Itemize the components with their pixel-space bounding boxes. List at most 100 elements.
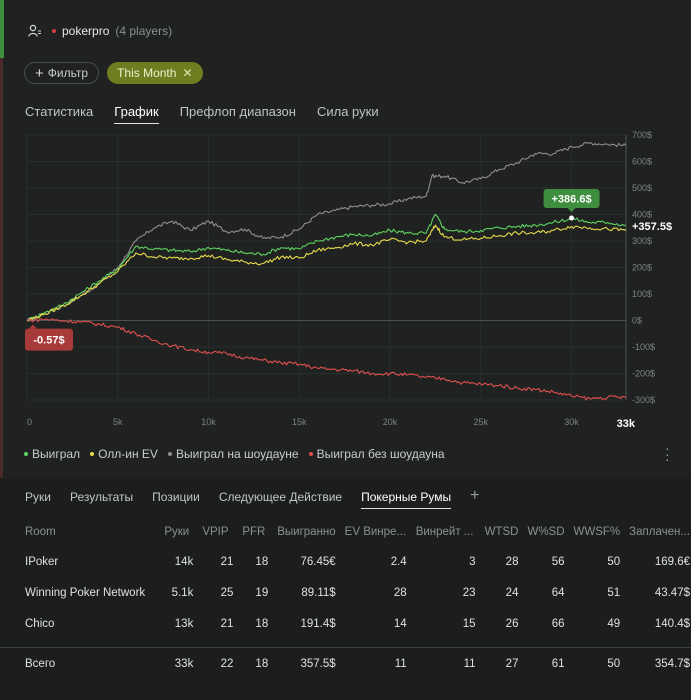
tab-positions[interactable]: Позиции — [152, 490, 200, 504]
col-wsd[interactable]: W%SD — [527, 526, 565, 538]
tab-hand-strength[interactable]: Сила руки — [316, 104, 379, 119]
table-spacer — [0, 639, 691, 647]
filter-chip-this-month[interactable]: This Month ✕ — [107, 62, 203, 84]
cell-won: 89.11$ — [301, 586, 336, 599]
series-line-1[interactable] — [26, 213, 627, 322]
cell-winrate: 15 — [462, 617, 476, 630]
cell-winrate: 23 — [462, 586, 476, 599]
legend-item-allin-ev[interactable]: Олл-ин EV — [90, 447, 158, 461]
user-switch-icon[interactable] — [28, 24, 42, 38]
y-tick-label: 700$ — [632, 130, 652, 140]
cell-vpip: 25 — [220, 586, 234, 599]
tab-results[interactable]: Результаты — [69, 490, 134, 504]
plus-icon: + — [35, 64, 44, 82]
cell-wsd: 61 — [519, 648, 566, 679]
table-header-row: Room Руки VPIP PFR Выигранно EV Винре...… — [0, 518, 691, 546]
legend-swatch — [308, 452, 313, 456]
legend-swatch — [90, 452, 95, 456]
cell-wwsf: 50 — [565, 648, 622, 679]
profit-chart[interactable]: 700$ 600$ 500$ 400$ 300$ 200$ 100$ 0$ -100$ -200$… — [0, 124, 691, 439]
cell-winrate: 3 — [469, 555, 476, 568]
badge-max-label: +386.6$ — [552, 194, 592, 206]
max-point-marker — [569, 215, 575, 221]
tab-preflop-range[interactable]: Префлоп диапазон — [179, 104, 296, 119]
badge-min-bg — [25, 328, 73, 351]
badge-min-pointer — [29, 324, 37, 329]
legend-item-non-showdown[interactable]: Выиграл без шоудауна — [308, 447, 445, 461]
final-value-label: +357.5$ — [632, 221, 672, 233]
col-wwsf[interactable]: WWSF% — [573, 526, 621, 538]
cell-room: Chico — [25, 617, 55, 630]
tab-hands[interactable]: Руки — [25, 490, 51, 504]
col-ev-winrate[interactable]: EV Винре... — [344, 526, 407, 538]
legend-item-showdown[interactable]: Выиграл на шоудауне — [167, 447, 299, 461]
col-pfr[interactable]: PFR — [242, 526, 266, 538]
cell-wtsd: 26 — [505, 617, 519, 630]
series-line-0[interactable] — [26, 142, 627, 321]
cell-vpip: 22 — [194, 648, 235, 679]
y-tick-label: 300$ — [632, 236, 652, 246]
y-tick-label: 0$ — [632, 316, 642, 326]
table-divider — [0, 647, 691, 648]
col-won[interactable]: Выигранно — [277, 526, 336, 538]
col-winrate[interactable]: Винрейт ... — [415, 526, 474, 538]
more-vertical-icon[interactable]: · · · — [665, 440, 670, 468]
close-icon[interactable]: ✕ — [182, 66, 193, 80]
series-line-2[interactable] — [26, 224, 627, 322]
cell-hands: 14k — [174, 555, 194, 568]
cell-room: Всего — [0, 648, 157, 679]
cell-hands: 13k — [174, 617, 194, 630]
x-tick-label: 10k — [201, 417, 216, 427]
x-tick-label: 30k — [564, 417, 579, 427]
add-filter-label: Фильтр — [47, 66, 89, 80]
cell-pfr: 19 — [255, 586, 269, 599]
legend-label: Выиграл без шоудауна — [316, 447, 445, 461]
x-tick-label: 20k — [383, 417, 398, 427]
table-row[interactable]: Chico 13k 21 18 191.4$ 14 15 26 66 49 14… — [0, 608, 691, 639]
cell-paid: 354.7$ — [621, 648, 691, 679]
cell-room: IPoker — [25, 555, 59, 568]
y-tick-label: 100$ — [632, 289, 652, 299]
col-vpip[interactable]: VPIP — [202, 526, 229, 538]
bottom-tabs: Руки Результаты Позиции Следующее Действ… — [25, 487, 480, 509]
x-tick-label: 5k — [113, 417, 123, 427]
series-line-3[interactable] — [26, 317, 627, 401]
badge-max-pointer — [567, 208, 576, 213]
cell-wtsd: 24 — [505, 586, 519, 599]
legend-label: Выиграл — [32, 447, 81, 461]
tab-graph[interactable]: График — [114, 104, 159, 124]
player-name[interactable]: pokerpro — [62, 24, 110, 38]
col-paid[interactable]: Заплачен... — [629, 526, 690, 538]
rooms-table: Room Руки VPIP PFR Выигранно EV Винре...… — [0, 518, 691, 679]
cell-paid: 43.47$ — [654, 586, 690, 599]
cell-wtsd: 28 — [505, 555, 519, 568]
add-tab-icon[interactable]: + — [470, 487, 480, 504]
cell-ev-winrate: 2.4 — [390, 555, 407, 568]
cell-won: 191.4$ — [300, 617, 336, 630]
legend-item-won[interactable]: Выиграл — [24, 447, 80, 461]
tab-next-action[interactable]: Следующее Действие — [218, 490, 343, 504]
legend-swatch — [167, 452, 172, 456]
add-filter-button[interactable]: + Фильтр — [24, 62, 100, 84]
player-count: (4 players) — [115, 24, 173, 38]
table-row[interactable]: IPoker 14k 21 18 76.45€ 2.4 3 28 56 50 1… — [0, 546, 691, 577]
top-tabs: Статистика График Префлоп диапазон Сила … — [25, 104, 379, 124]
table-row[interactable]: Winning Poker Network 5.1k 25 19 89.11$ … — [0, 577, 691, 608]
col-room[interactable]: Room — [25, 526, 56, 538]
cell-won: 76.45€ — [300, 555, 336, 568]
cell-wsd: 66 — [551, 617, 565, 630]
y-tick-label: 500$ — [632, 183, 652, 193]
tab-statistics[interactable]: Статистика — [25, 104, 94, 119]
legend-label: Олл-ин EV — [98, 447, 158, 461]
cell-vpip: 21 — [220, 555, 234, 568]
table-total-row[interactable]: Всего 33k 22 18 357.5$ 11 11 27 61 50 35… — [0, 648, 691, 679]
cell-ev-winrate: 28 — [393, 586, 407, 599]
y-tick-label: -300$ — [632, 395, 655, 405]
x-tick-label: 25k — [474, 417, 489, 427]
col-wtsd[interactable]: WTSD — [484, 526, 519, 538]
cell-pfr: 18 — [255, 617, 269, 630]
col-hands[interactable]: Руки — [164, 526, 190, 538]
tab-poker-rooms[interactable]: Покерные Румы — [361, 490, 452, 509]
cell-ev-winrate: 11 — [336, 648, 408, 679]
legend-swatch — [24, 452, 28, 456]
